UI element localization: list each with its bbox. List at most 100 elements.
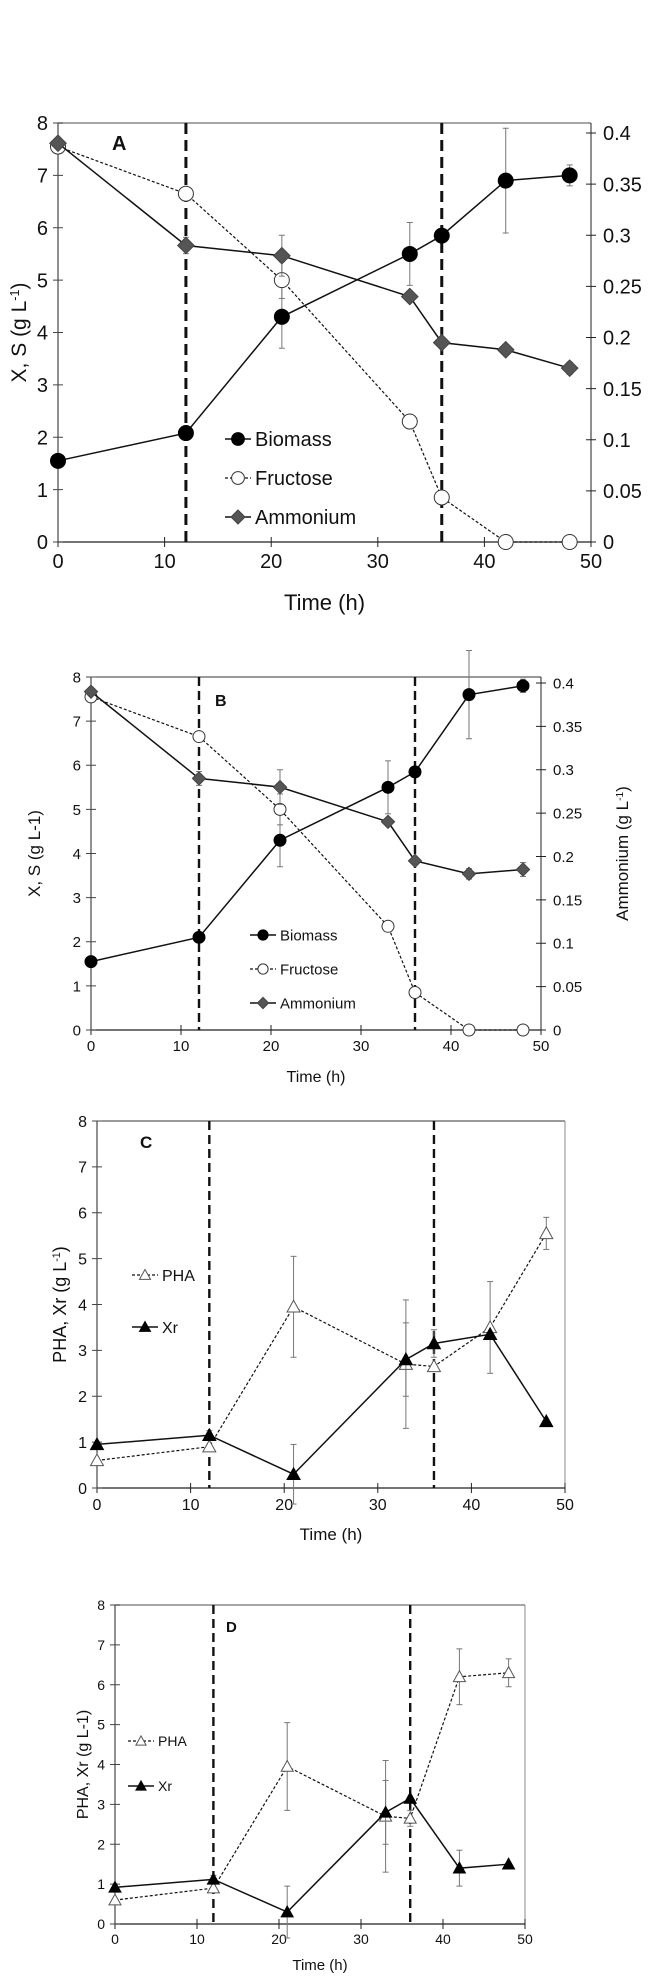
marker-fructose [381,919,395,933]
marker-biomass [257,929,269,941]
y-tick-label: 2 [97,1836,105,1852]
marker-pha [280,1759,295,1772]
marker-fructose [462,1023,476,1037]
marker-xr [426,1335,442,1350]
x-axis-label: Time (h) [292,1957,347,1974]
legend-label: Ammonium [255,507,356,529]
y2-tick-label: 0.4 [553,675,574,692]
chart-panel-A: 0 10 20 30 40 5001234567800.050.10.150.20.250… [8,113,642,615]
marker-pha [206,1881,221,1894]
y-axis-label: PHA, Xr (g L-1) [50,1246,70,1363]
y2-tick-label: 0.35 [603,174,642,196]
marker-xr [452,1861,467,1874]
marker-pha [501,1665,516,1679]
marker-xr [538,1413,554,1428]
y-tick-label: 6 [97,1677,105,1693]
marker-fructose [433,489,450,506]
marker-fructose [192,730,206,744]
series-line-pha [114,1672,509,1901]
y-tick-label: 7 [78,1160,87,1177]
legend-label: Xr [158,1778,172,1794]
marker-xr [206,1872,221,1885]
chart-panel-C: 0 10 20 30 40 50 0 1 2 3 4 5 6 7 8 PHA Xr C Time (h) PHA, X… [50,1114,574,1544]
marker-biomass [50,452,66,469]
marker-ammonium [230,509,246,525]
marker-ammonium [407,853,423,869]
y2-tick-label: 0.3 [603,225,631,247]
series-line-ammonium [57,142,570,369]
y-tick-label: 3 [97,1796,105,1812]
series-line-fructose [90,696,523,1031]
y2-tick-label: 0.1 [603,430,631,452]
y-tick-label: 4 [97,1757,105,1773]
chart-panel-D: 0 10 20 30 40 50 0 1 2 3 4 5 6 7 8 PHA Xr D Time (h) PHA, X… [75,1597,533,1974]
x-tick-label: 40 [443,1038,460,1055]
marker-pha [108,1893,122,1906]
x-tick-label: 0 [93,1497,102,1514]
y-tick-label: 0 [97,1916,105,1932]
x-tick-label: 10 [189,1931,205,1947]
marker-fructose [497,534,514,550]
marker-fructose [231,471,245,485]
marker-xr [89,1436,105,1451]
marker-xr [482,1326,498,1341]
series-line-xr [96,1333,547,1476]
y-tick-label: 7 [97,1637,105,1653]
legend-label: PHA [162,1268,195,1285]
y-tick-label: 6 [78,1206,87,1223]
y2-tick-label: 0.2 [603,328,631,350]
x-tick-label: 50 [580,551,602,573]
y2-tick-label: 0.25 [603,277,642,299]
marker-biomass [273,308,290,325]
marker-fructose [408,985,422,999]
y-tick-label: 5 [97,1717,105,1733]
marker-ammonium [83,684,99,699]
y-tick-label: 1 [73,978,81,995]
legend-label: Xr [162,1320,179,1337]
y2-tick-label: 0.1 [553,936,574,953]
marker-ammonium [461,866,477,882]
marker-biomass [381,780,395,794]
y-tick-label: 1 [97,1876,105,1892]
marker-pha [452,1669,467,1683]
marker-biomass [231,432,245,446]
x-tick-label: 30 [353,1931,369,1947]
y2-axis-label: Ammonium (g L-1) [613,786,632,921]
marker-ammonium [49,134,67,153]
marker-biomass [177,425,194,442]
marker-fructose [177,185,194,202]
marker-fructose [401,413,418,430]
x-tick-label: 0 [111,1931,119,1947]
marker-biomass [401,245,418,262]
marker-ammonium [176,236,195,255]
y-axis-label: PHA, Xr (g L-1) [75,1710,92,1819]
marker-xr [280,1905,295,1918]
x-tick-label: 50 [533,1038,550,1055]
series-line-ammonium [90,691,524,875]
y-tick-label: 3 [78,1343,87,1360]
marker-ammonium [256,996,270,1010]
series-line-biomass [57,174,570,462]
marker-pha [403,1811,418,1824]
marker-biomass [408,765,422,779]
y-tick-label: 1 [78,1435,87,1452]
chart-panel-B: 0 10 20 30 40 5001234567800.050.10.150.20.250… [25,650,632,1086]
x-tick-label: 40 [463,1497,481,1514]
y-tick-label: 0 [73,1022,81,1039]
marker-biomass [497,172,514,189]
marker-pha [538,1225,554,1240]
marker-ammonium [560,359,579,378]
marker-pha [135,1734,147,1746]
x-axis-label: Time (h) [284,590,365,615]
marker-pha [426,1358,442,1373]
marker-xr [501,1857,516,1870]
x-tick-label: 0 [52,551,63,573]
x-tick-label: 30 [353,1038,370,1055]
panel-label: A [112,133,126,155]
marker-fructose [561,534,578,550]
marker-xr [108,1880,122,1893]
marker-biomass [84,955,98,969]
legend-label: Ammonium [280,995,356,1012]
y-tick-label: 7 [37,166,48,188]
